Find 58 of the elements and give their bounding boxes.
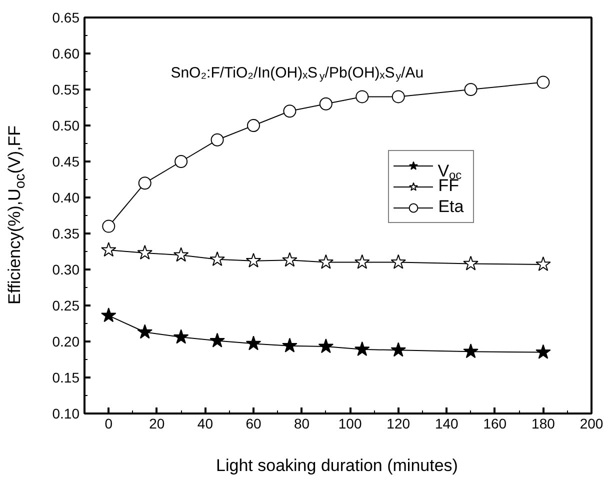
x-axis-title: Light soaking duration (minutes) <box>216 455 458 477</box>
point <box>354 254 370 269</box>
point <box>173 247 189 262</box>
point <box>210 133 224 146</box>
point <box>390 254 406 269</box>
point <box>464 83 478 96</box>
y-tick-label: 0.10 <box>52 406 80 422</box>
x-tick-label: 140 <box>434 416 459 432</box>
point <box>463 256 478 270</box>
point <box>319 97 332 110</box>
point <box>283 104 296 118</box>
point <box>210 332 225 348</box>
point <box>536 344 551 359</box>
point <box>138 176 152 190</box>
point <box>463 344 478 358</box>
point <box>536 76 550 89</box>
point <box>392 90 405 104</box>
point <box>246 336 262 350</box>
y-tick-label: 0.65 <box>52 10 80 26</box>
point <box>174 155 188 168</box>
point <box>354 341 370 356</box>
y-tick-label: 0.50 <box>52 118 80 134</box>
x-tick-label: 0 <box>104 416 113 432</box>
point <box>356 90 369 104</box>
y-tick-label: 0.15 <box>52 370 80 386</box>
y-tick-label: 0.40 <box>52 190 80 206</box>
x-tick-label: 120 <box>386 416 410 432</box>
point <box>210 251 225 266</box>
point <box>536 256 551 272</box>
point <box>247 119 260 132</box>
x-tick-label: 100 <box>338 416 362 432</box>
point <box>318 338 334 354</box>
y-tick-label: 0.20 <box>52 334 80 350</box>
point <box>390 342 406 357</box>
point <box>102 220 116 233</box>
point <box>101 308 116 322</box>
y-tick-label: 0.35 <box>52 226 80 242</box>
x-tick-label: 60 <box>246 416 262 432</box>
point <box>246 252 262 268</box>
x-tick-label: 180 <box>532 416 556 432</box>
x-tick-label: 20 <box>149 416 165 432</box>
y-tick-label: 0.25 <box>52 298 80 314</box>
y-tick-label: 0.30 <box>52 262 80 278</box>
y-tick-label: 0.60 <box>52 46 80 62</box>
point <box>101 242 116 257</box>
x-tick-label: 40 <box>197 416 214 432</box>
y-tick-label: 0.45 <box>52 154 80 170</box>
point <box>282 252 298 267</box>
point <box>137 244 152 260</box>
x-tick-label: 200 <box>580 416 604 432</box>
point <box>173 329 189 344</box>
point <box>282 338 298 352</box>
point <box>137 324 152 339</box>
x-tick-label: 160 <box>483 416 507 432</box>
point <box>318 254 334 269</box>
y-tick-label: 0.55 <box>52 82 80 98</box>
x-tick-label: 80 <box>294 416 310 432</box>
legend-label: Eta <box>438 196 465 218</box>
